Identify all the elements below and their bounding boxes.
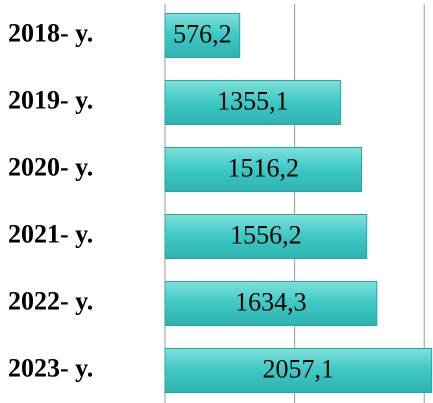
category-label: 2018- y. — [8, 18, 93, 47]
category-label: 2021- y. — [8, 219, 93, 248]
data-label: 1634,3 — [235, 287, 307, 316]
data-label: 1516,2 — [228, 153, 300, 182]
bar — [164, 281, 378, 326]
data-label: 576,2 — [173, 19, 232, 48]
data-label: 2057,1 — [263, 354, 335, 383]
bar — [164, 147, 363, 192]
category-label: 2020- y. — [8, 152, 93, 181]
bar — [164, 13, 241, 58]
category-label: 2019- y. — [8, 85, 93, 114]
bar — [164, 348, 433, 393]
category-label: 2022- y. — [8, 286, 93, 315]
bar — [164, 214, 368, 259]
bar — [164, 80, 342, 125]
data-label: 1355,1 — [217, 86, 289, 115]
data-label: 1556,2 — [230, 220, 302, 249]
category-label: 2023- y. — [8, 353, 93, 382]
